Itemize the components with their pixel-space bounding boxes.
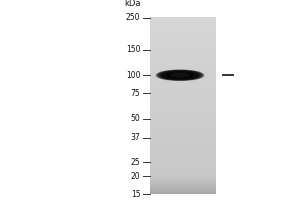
Ellipse shape	[158, 71, 202, 80]
Ellipse shape	[172, 74, 188, 77]
Text: 20: 20	[131, 172, 140, 181]
Text: 25: 25	[131, 158, 140, 167]
Ellipse shape	[164, 72, 196, 79]
Ellipse shape	[163, 72, 197, 79]
Ellipse shape	[161, 71, 199, 79]
Ellipse shape	[165, 72, 195, 78]
Ellipse shape	[171, 73, 189, 77]
Ellipse shape	[158, 70, 202, 80]
Text: 250: 250	[126, 13, 140, 22]
Ellipse shape	[166, 72, 194, 78]
Ellipse shape	[171, 73, 189, 77]
Text: 150: 150	[126, 45, 140, 54]
Ellipse shape	[159, 71, 201, 80]
Ellipse shape	[164, 72, 196, 79]
Ellipse shape	[157, 70, 203, 80]
Text: 37: 37	[130, 133, 140, 142]
Text: 15: 15	[131, 190, 140, 199]
Ellipse shape	[169, 73, 191, 78]
Text: 100: 100	[126, 71, 140, 80]
Text: 50: 50	[130, 114, 140, 123]
Ellipse shape	[156, 70, 204, 80]
Ellipse shape	[168, 73, 192, 78]
Ellipse shape	[160, 71, 200, 80]
Ellipse shape	[162, 71, 198, 79]
Text: kDa: kDa	[124, 0, 140, 8]
Ellipse shape	[170, 73, 190, 77]
Text: 75: 75	[130, 89, 140, 98]
Ellipse shape	[167, 72, 193, 78]
Ellipse shape	[169, 73, 190, 78]
